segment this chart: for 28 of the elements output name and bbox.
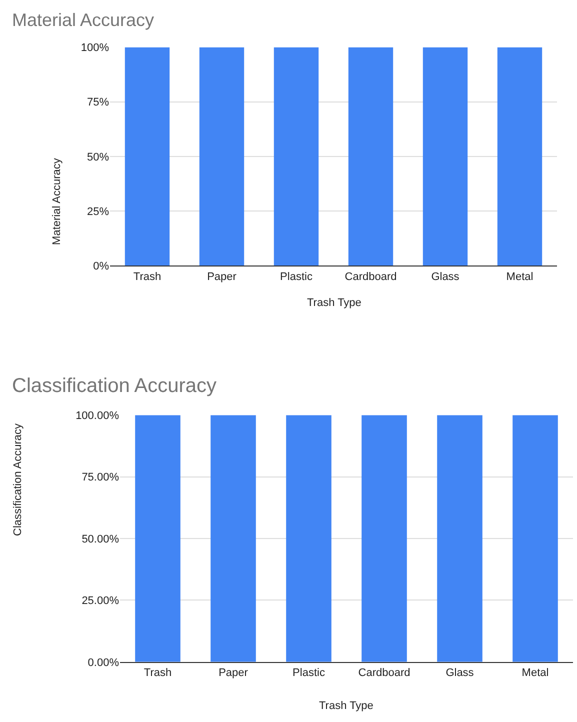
- y-tick-label: 100%: [80, 42, 110, 54]
- x-axis-title: Trash Type: [307, 297, 362, 309]
- chart-title: Material Accuracy: [12, 10, 154, 30]
- y-tick-label: 75.00%: [82, 472, 120, 484]
- x-tick-label: Metal: [506, 270, 534, 283]
- x-tick-label: Trash: [133, 270, 162, 283]
- y-axis-title: Classification Accuracy: [12, 422, 24, 536]
- x-tick-label: Metal: [522, 667, 549, 680]
- x-tick-label: Trash: [144, 667, 172, 680]
- chart-title: Classification Accuracy: [12, 375, 217, 397]
- y-axis-title: Material Accuracy: [51, 158, 64, 245]
- y-tick-label: 0.00%: [88, 656, 120, 669]
- x-tick-label: Cardboard: [358, 667, 410, 680]
- y-tick-label: 50%: [86, 151, 110, 164]
- x-tick-label: Plastic: [280, 270, 313, 283]
- x-tick-label: Paper: [207, 270, 237, 283]
- y-tick-label: 25%: [86, 206, 110, 218]
- x-tick-label: Paper: [218, 667, 248, 680]
- x-tick-label: Glass: [446, 667, 474, 680]
- y-tick-label: 75%: [86, 96, 110, 109]
- x-tick-label: Glass: [431, 270, 460, 283]
- y-tick-label: 50.00%: [82, 533, 120, 546]
- x-tick-label: Cardboard: [344, 270, 397, 283]
- y-tick-label: 0%: [93, 260, 110, 272]
- y-tick-label: 100.00%: [76, 410, 120, 422]
- x-tick-label: Plastic: [292, 667, 326, 680]
- y-tick-label: 25.00%: [82, 595, 120, 608]
- x-axis-title: Trash Type: [319, 700, 374, 712]
